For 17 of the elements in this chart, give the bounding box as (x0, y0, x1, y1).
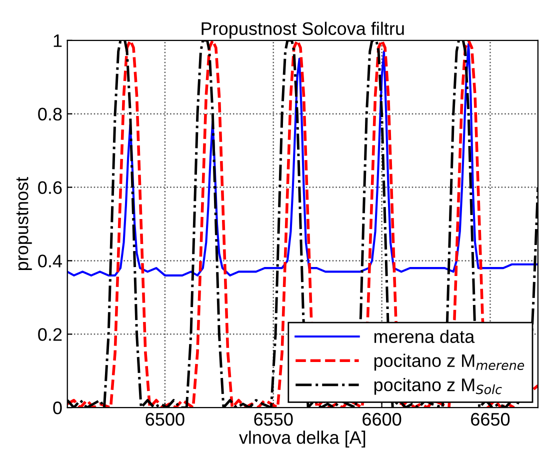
y-tick-label: 0 (53, 402, 62, 414)
legend-label: pocitano z M$_{merene}$ (374, 354, 524, 371)
y-axis-title: propustnost (16, 176, 32, 270)
y-tick-label: 0.8 (38, 108, 62, 121)
chart-title: Propustnost Solcova filtru (202, 22, 404, 39)
x-axis-title: vlnova delka [A] (238, 430, 366, 448)
y-tick-label: 0.2 (38, 328, 62, 341)
y-tick-label: 0.6 (38, 181, 62, 194)
y-tick-label: 0.4 (38, 254, 62, 268)
x-tick-label: 6500 (146, 412, 184, 426)
x-tick-label: 6600 (362, 412, 402, 426)
x-tick-label: 6550 (254, 412, 293, 426)
line-series (67, 43, 538, 276)
x-tick-label: 6650 (471, 412, 510, 426)
legend-label: merena data (374, 330, 475, 343)
y-tick-label: 1 (54, 34, 62, 47)
legend-label: pocitano z M$_{Solc}$ (374, 378, 502, 395)
